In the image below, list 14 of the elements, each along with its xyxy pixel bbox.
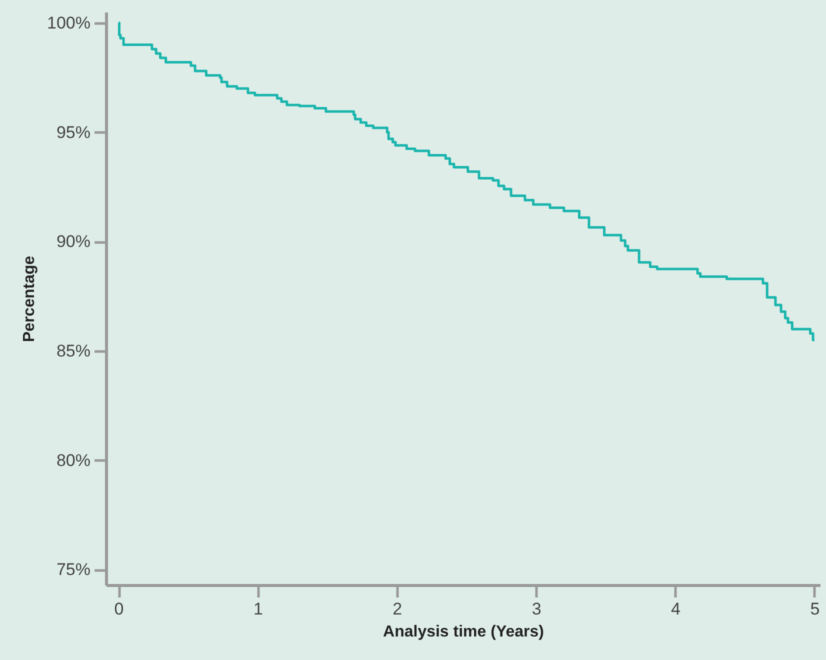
y-tick-label: 100% — [47, 13, 90, 32]
x-tick-label: 3 — [532, 600, 542, 618]
y-tick-label: 90% — [56, 232, 90, 252]
y-tick-label: 85% — [56, 341, 90, 360]
x-tick-label: 2 — [392, 600, 402, 618]
y-tick-label: 95% — [56, 122, 90, 142]
x-tick-label: 4 — [671, 600, 680, 618]
x-tick-label: 0 — [114, 600, 124, 618]
x-tick-label: 5 — [810, 600, 820, 618]
x-axis-title: Analysis time (Years) — [383, 624, 544, 640]
x-tick-label: 1 — [253, 600, 263, 618]
y-axis-title: Percentage — [21, 256, 38, 342]
y-tick-label: 75% — [56, 560, 90, 580]
y-tick-label: 80% — [56, 450, 90, 470]
